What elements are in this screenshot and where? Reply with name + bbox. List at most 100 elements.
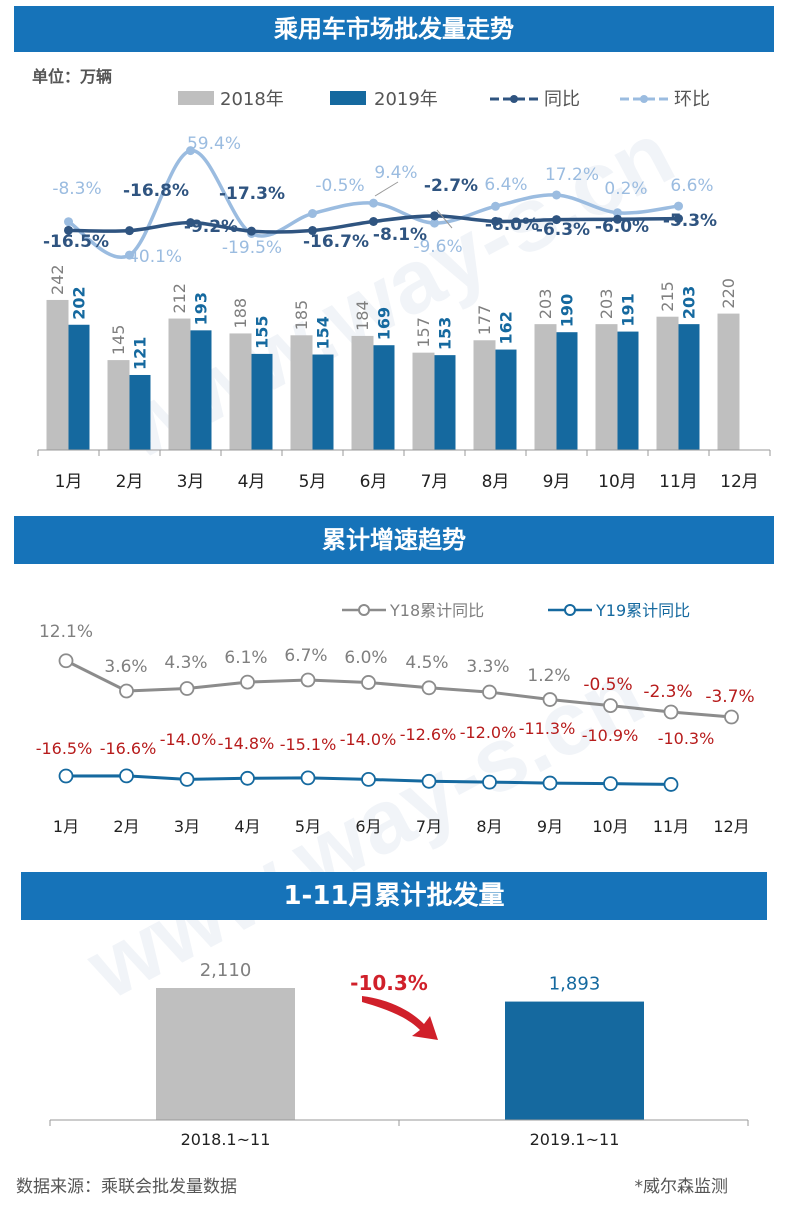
data-label-mom-5: -0.5% <box>315 176 364 196</box>
point-mom-1 <box>64 217 73 227</box>
cumulative-category-label-1: 2018.1~11 <box>181 1130 271 1149</box>
x-tick-label-growth-5: 5月 <box>295 817 321 836</box>
value-label-2019-11: 203 <box>680 286 699 319</box>
change-label: -10.3% <box>350 971 428 995</box>
x-tick-label-growth-9: 9月 <box>537 817 563 836</box>
value-label-2019-8: 162 <box>497 311 516 344</box>
data-label-yoy-11: -5.3% <box>663 211 717 231</box>
point-yoy-3 <box>186 218 195 228</box>
cumulative-value-label-2: 1,893 <box>549 974 601 995</box>
data-label-y18-8: 3.3% <box>466 657 509 677</box>
data-label-y19-2: -16.6% <box>100 739 157 758</box>
legend-marker-mom <box>640 95 648 103</box>
data-label-yoy-9: -6.3% <box>536 220 590 240</box>
data-label-y19-1: -16.5% <box>36 739 93 758</box>
data-label-y18-2: 3.6% <box>104 657 147 677</box>
legend-marker-y19 <box>564 604 576 616</box>
bar-2018-3 <box>168 318 191 450</box>
data-label-mom-11: 6.6% <box>670 176 713 196</box>
bar-2018-9 <box>534 324 557 450</box>
point-mom-10 <box>613 208 622 218</box>
point-y18-4 <box>240 674 255 690</box>
data-label-y18-11: -2.3% <box>643 682 692 702</box>
x-tick-label-monthly-11: 11月 <box>659 472 698 492</box>
point-y18-5 <box>300 672 316 688</box>
data-label-y18-4: 6.1% <box>224 648 267 668</box>
bar-2018-7 <box>412 352 435 450</box>
value-label-2018-7: 157 <box>414 317 433 348</box>
x-tick-label-growth-3: 3月 <box>174 817 200 836</box>
bar-2019-3 <box>190 330 212 450</box>
data-label-y18-3: 4.3% <box>164 653 207 673</box>
point-y19-3 <box>179 772 195 787</box>
data-label-yoy-8: -8.0% <box>485 215 539 235</box>
x-tick-label-growth-2: 2月 <box>113 817 139 836</box>
data-label-mom-1: -8.3% <box>52 179 101 199</box>
data-label-mom-3: 59.4% <box>187 134 241 154</box>
bar-2018-6 <box>351 335 374 450</box>
data-label-y19-10: -10.9% <box>582 726 639 745</box>
data-label-yoy-2: -16.8% <box>123 181 189 201</box>
credit-note: *威尔森监测 <box>635 1177 729 1197</box>
unit-label: 单位：万辆 <box>32 67 112 86</box>
point-yoy-10 <box>613 214 622 224</box>
data-label-y19-8: -12.0% <box>460 723 517 742</box>
data-label-y18-9: 1.2% <box>527 666 570 686</box>
cumulative-bar-2 <box>505 1001 644 1120</box>
value-label-2019-2: 121 <box>131 337 150 370</box>
cumulative-volume-title: 1-11月累计批发量 <box>21 872 767 920</box>
point-y19-2 <box>119 768 134 784</box>
x-tick-label-monthly-1: 1月 <box>55 472 83 492</box>
x-tick-label-monthly-2: 2月 <box>116 472 144 492</box>
point-y18-7 <box>421 680 437 696</box>
data-label-mom-4: -19.5% <box>222 238 282 258</box>
point-yoy-9 <box>552 215 561 225</box>
bar-2019-2 <box>129 374 151 450</box>
monthly-chart-title: 乘用车市场批发量走势 <box>14 6 774 52</box>
x-tick-label-growth-6: 6月 <box>355 817 381 836</box>
point-y18-11 <box>663 704 679 720</box>
data-label-y18-5: 6.7% <box>284 646 327 666</box>
bar-2019-10 <box>617 331 639 450</box>
x-tick-label-monthly-12: 12月 <box>720 472 759 492</box>
x-tick-label-monthly-3: 3月 <box>177 472 205 492</box>
point-y19-9 <box>542 775 558 791</box>
value-label-2019-9: 190 <box>558 294 577 327</box>
cumulative-bar-1 <box>156 988 295 1120</box>
value-label-2019-7: 153 <box>436 317 455 350</box>
point-y18-2 <box>119 683 134 699</box>
value-label-2018-3: 212 <box>170 283 189 314</box>
point-mom-8 <box>491 201 500 211</box>
bar-2018-11 <box>656 316 679 450</box>
bar-2019-7 <box>434 355 456 450</box>
data-label-mom-8: 6.4% <box>484 175 527 195</box>
legend-label-y18: Y18累计同比 <box>389 601 484 620</box>
point-y19-8 <box>482 774 497 790</box>
x-tick-label-growth-4: 4月 <box>234 817 260 836</box>
data-label-y19-7: -12.6% <box>400 725 457 744</box>
line-mom <box>67 148 679 259</box>
x-tick-label-growth-8: 8月 <box>476 817 502 836</box>
data-label-yoy-5: -16.7% <box>303 232 369 252</box>
data-label-yoy-7: -2.7% <box>424 176 478 196</box>
legend-swatch-2019 <box>330 91 366 105</box>
value-label-2018-4: 188 <box>231 298 250 329</box>
x-tick-label-monthly-9: 9月 <box>543 472 571 492</box>
cumulative-value-label-1: 2,110 <box>200 960 252 981</box>
point-yoy-11 <box>674 214 683 224</box>
data-label-mom-9: 17.2% <box>545 165 599 185</box>
value-label-2019-4: 155 <box>253 315 272 348</box>
point-y18-12 <box>724 709 739 725</box>
value-label-2018-12: 220 <box>719 278 738 309</box>
data-label-yoy-3: -9.2% <box>184 217 238 237</box>
point-mom-5 <box>308 209 317 219</box>
leader-line-mom-7 <box>436 209 453 229</box>
point-y18-1 <box>58 653 74 669</box>
point-mom-6 <box>369 198 378 208</box>
x-tick-label-growth-1: 1月 <box>53 817 79 836</box>
point-y19-1 <box>58 768 74 784</box>
point-yoy-8 <box>491 216 500 226</box>
point-yoy-6 <box>369 217 378 227</box>
data-label-y18-12: -3.7% <box>705 687 754 707</box>
leader-line-mom-6 <box>374 181 399 197</box>
